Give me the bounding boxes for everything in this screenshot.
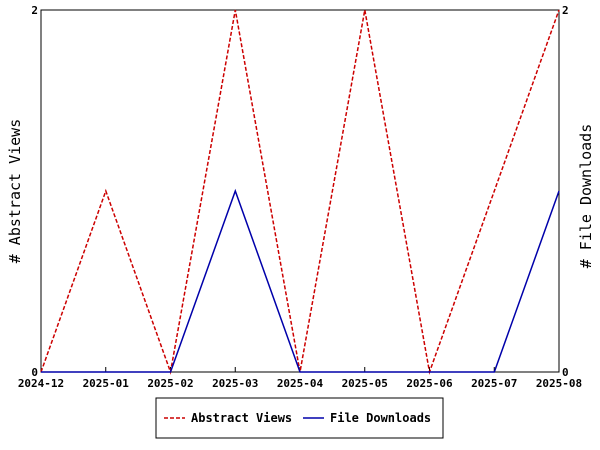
x-tick-label: 2025-01 (83, 377, 130, 390)
x-tick-label: 2025-02 (147, 377, 193, 390)
x-tick-label: 2025-08 (536, 377, 582, 390)
x-tick-label: 2025-07 (471, 377, 517, 390)
legend-box (155, 397, 444, 439)
x-tick-label: 2025-03 (212, 377, 258, 390)
x-tick-label: 2025-04 (277, 377, 324, 390)
y-right-tick-label: 2 (562, 4, 569, 17)
series-line-file-downloads (41, 188, 560, 373)
ticks-layer: 2024-12 2025-01 2025-02 2025-03 2025-04 2025-… (18, 4, 582, 390)
x-tick-label: 2025-06 (406, 377, 453, 390)
legend-label-abstract-views: Abstract Views (191, 411, 292, 425)
y-right-tick-label: 0 (562, 366, 569, 379)
y-left-tick-label: 0 (31, 366, 38, 379)
y-left-tick-label: 2 (31, 4, 38, 17)
plot-area (40, 9, 560, 373)
y-axis-left-title: # Abstract Views (6, 119, 24, 264)
x-tick-label: 2025-05 (342, 377, 388, 390)
x-tick-label: 2024-12 (18, 377, 64, 390)
y-axis-right-title: # File Downloads (577, 124, 595, 269)
legend-label-file-downloads: File Downloads (330, 411, 431, 425)
series-layer (40, 9, 560, 375)
legend: Abstract Views File Downloads (155, 397, 444, 439)
